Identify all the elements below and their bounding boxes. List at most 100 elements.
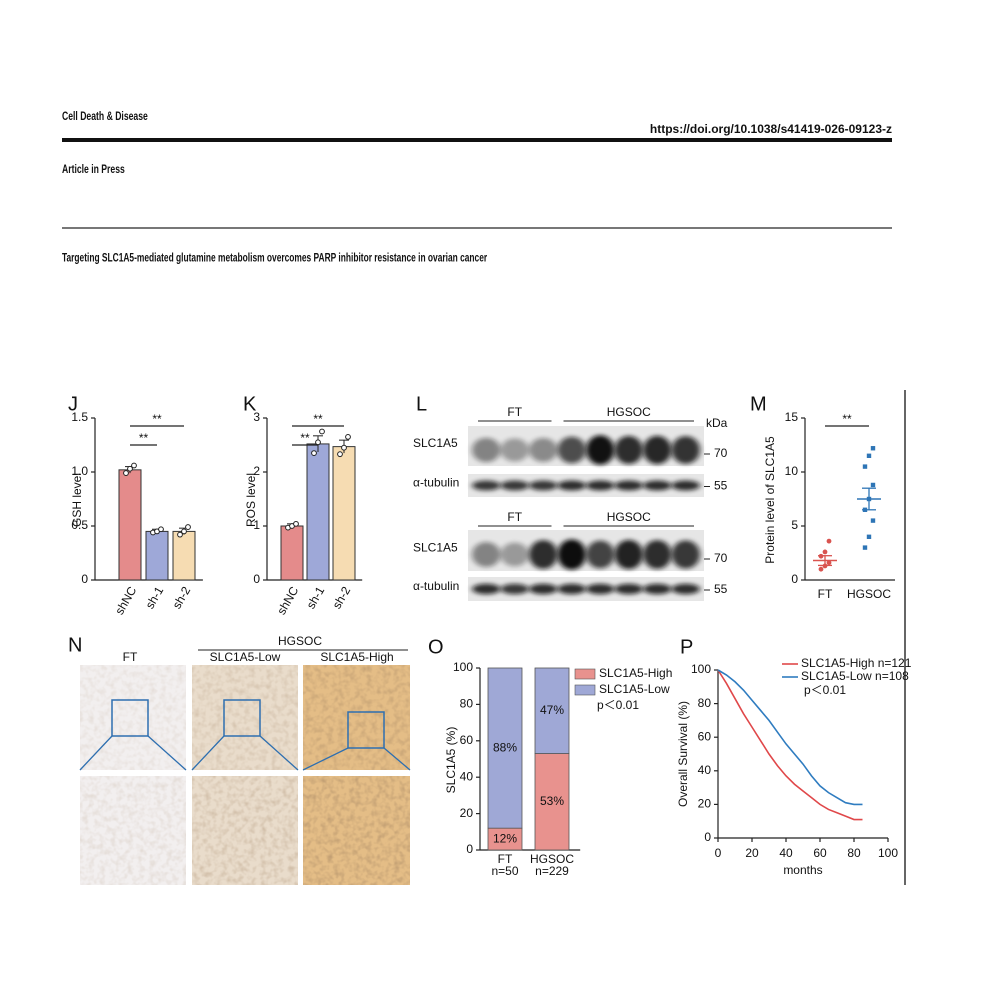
bar <box>332 446 356 581</box>
marker-label: 70 <box>714 551 728 565</box>
group-label: FT <box>507 510 522 524</box>
legend-swatch <box>574 684 596 696</box>
annotation: p＜0.01 <box>597 698 639 712</box>
zoom-line <box>79 735 113 771</box>
y-axis-label: GSH level <box>70 473 84 527</box>
panel-label: J <box>68 393 78 415</box>
blot-band <box>472 480 501 491</box>
value-label: 88% <box>493 740 517 754</box>
bar <box>280 525 304 581</box>
y-tick-label: 1.0 <box>71 464 88 478</box>
column-label: SLC1A5-Low <box>210 650 281 664</box>
x-axis-label: months <box>783 863 822 877</box>
x-tick-label: FT <box>818 587 833 601</box>
replicate-point <box>345 434 351 440</box>
x-tick-label: 60 <box>813 846 827 860</box>
blot-band <box>557 436 586 464</box>
y-axis-label: Protein level of SLC1A5 <box>763 436 777 564</box>
ihc-texture <box>303 665 410 770</box>
bar-segment <box>487 667 523 829</box>
blot-band <box>557 583 586 595</box>
x-tick-label: 40 <box>779 846 793 860</box>
blot-band <box>614 435 643 465</box>
blot-band <box>557 480 586 491</box>
ihc-texture <box>192 665 298 770</box>
row-label: α-tubulin <box>413 476 459 490</box>
blot-band <box>586 583 615 595</box>
zoom-line <box>383 747 411 771</box>
x-tick-label: 100 <box>878 846 898 860</box>
replicate-point <box>158 526 164 533</box>
data-point <box>822 549 828 555</box>
y-tick-label: 0.5 <box>71 518 88 532</box>
y-axis-label: Overall Survival (%) <box>676 701 690 807</box>
ihc-texture <box>303 776 410 885</box>
y-tick-label: 1.5 <box>71 410 88 424</box>
y-tick-label: 10 <box>785 464 799 478</box>
legend-label: SLC1A5-High <box>599 666 672 680</box>
value-label: 53% <box>540 794 564 808</box>
x-tick-sublabel: n=229 <box>535 864 569 878</box>
blot-band <box>586 540 615 569</box>
replicate-point <box>293 520 299 527</box>
group-label: FT <box>507 405 522 419</box>
data-point <box>818 566 824 572</box>
x-tick-label: sh-1 <box>143 584 167 611</box>
x-tick-label: 80 <box>847 846 861 860</box>
data-point <box>866 453 872 458</box>
y-tick-label: 20 <box>698 797 712 811</box>
zoom-line <box>191 735 225 771</box>
y-tick-label: 2 <box>253 464 260 478</box>
replicate-point <box>177 531 183 538</box>
x-tick-label: 20 <box>745 846 759 860</box>
y-tick-label: 100 <box>691 662 711 676</box>
value-label: 12% <box>493 831 517 845</box>
blot-band <box>472 542 501 567</box>
marker-label: 55 <box>714 479 728 493</box>
replicate-point <box>127 465 133 472</box>
column-label: SLC1A5-High <box>320 650 393 664</box>
y-tick-label: 60 <box>460 733 474 747</box>
blot-band <box>472 437 501 463</box>
y-tick-label: 3 <box>253 410 260 424</box>
column-label: FT <box>123 650 138 664</box>
significance-label: ** <box>313 412 323 426</box>
replicate-point <box>311 450 317 457</box>
data-point <box>870 446 876 451</box>
y-tick-label: 40 <box>698 763 712 777</box>
y-tick-label: 100 <box>453 660 473 674</box>
replicate-point <box>341 444 347 451</box>
header-divider <box>62 227 892 229</box>
y-tick-label: 5 <box>791 518 798 532</box>
significance-label: ** <box>300 431 310 445</box>
survival-curve <box>717 669 863 821</box>
annotation: p＜0.01 <box>804 683 846 697</box>
article-status: Article in Press <box>62 164 125 177</box>
zoom-line <box>147 735 187 771</box>
blot-band <box>500 480 529 491</box>
blot-band <box>500 542 529 567</box>
blot-band <box>586 480 615 491</box>
blot-band <box>472 583 501 595</box>
y-tick-label: 80 <box>460 697 474 711</box>
blot-band <box>529 480 558 491</box>
value-label: 47% <box>540 703 564 717</box>
blot-band <box>671 480 700 491</box>
data-point <box>870 482 876 488</box>
blot-band <box>643 435 672 465</box>
replicate-point <box>319 428 325 435</box>
ihc-texture <box>80 776 186 885</box>
legend-label: SLC1A5-High n=121 <box>801 656 912 670</box>
data-point <box>826 538 832 544</box>
journal-name: Cell Death & Disease <box>62 111 148 124</box>
blot-band <box>586 435 615 465</box>
group-label: HGSOC <box>607 510 651 524</box>
group-label: HGSOC <box>278 634 322 648</box>
y-tick-label: 0 <box>466 842 473 856</box>
data-point <box>862 464 868 469</box>
y-tick-label: 0 <box>791 572 798 586</box>
blot-band <box>643 480 672 491</box>
